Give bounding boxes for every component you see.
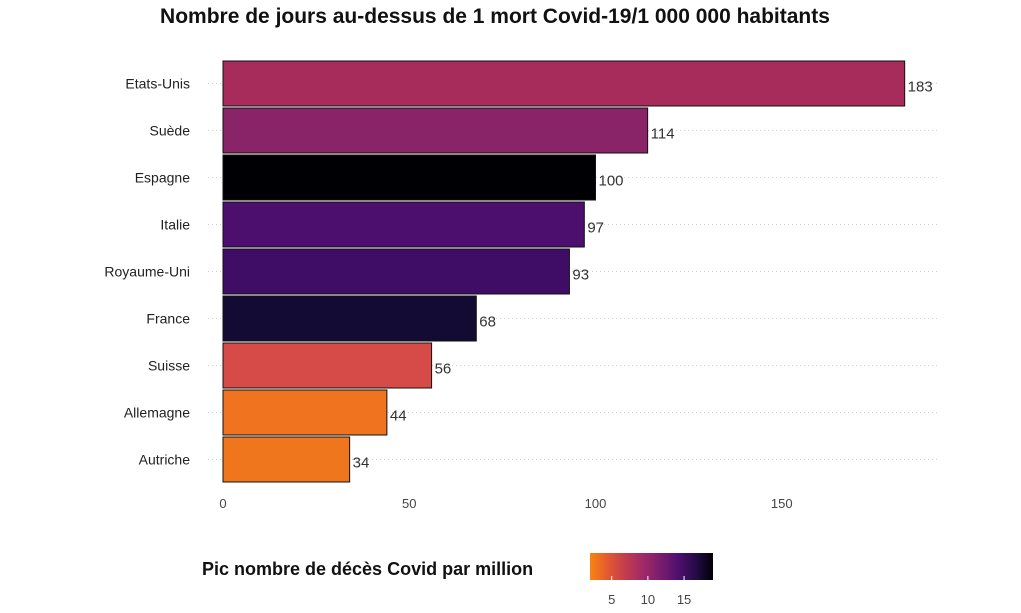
bar-allemagne — [222, 389, 388, 436]
legend-tick-label: 10 — [641, 592, 655, 607]
x-tick-label: 100 — [585, 496, 607, 511]
category-label: Suède — [150, 123, 191, 139]
value-label: 68 — [479, 314, 496, 331]
bar-etats-unis — [222, 60, 906, 107]
value-label: 100 — [599, 173, 624, 190]
legend-tick-label: 15 — [677, 592, 691, 607]
value-label: 183 — [908, 79, 933, 96]
category-label: Italie — [160, 217, 190, 233]
category-label: Royaume-Uni — [104, 264, 190, 280]
value-label: 97 — [587, 220, 604, 237]
value-label: 44 — [390, 408, 407, 425]
value-label: 93 — [572, 267, 589, 284]
bar-royaume-uni — [222, 248, 570, 295]
bar-espagne — [222, 154, 596, 201]
category-label: Etats-Unis — [125, 76, 190, 92]
x-tick-label: 0 — [219, 496, 226, 511]
category-label: Espagne — [135, 170, 190, 186]
bar-italie — [222, 201, 585, 248]
legend-tick-label: 5 — [608, 592, 615, 607]
bar-suisse — [222, 342, 433, 389]
x-axis-ticks: 0 50 100 150 — [219, 496, 792, 511]
bar-france — [222, 295, 477, 342]
bar-autriche — [222, 436, 351, 483]
category-label: Suisse — [148, 358, 190, 374]
value-label: 114 — [651, 126, 675, 143]
bars — [222, 60, 906, 483]
bar-suède — [222, 107, 649, 154]
legend-title: Pic nombre de décès Covid par million — [202, 559, 534, 579]
x-tick-label: 150 — [771, 496, 793, 511]
category-label: Autriche — [139, 452, 191, 468]
value-labels: 183 114 100 97 93 68 56 44 34 — [353, 79, 933, 472]
category-label: France — [146, 311, 190, 327]
category-label: Allemagne — [124, 405, 190, 421]
x-tick-label: 50 — [402, 496, 416, 511]
legend-colorbar — [590, 553, 713, 580]
value-label: 34 — [353, 455, 370, 472]
category-labels: Etats-Unis Suède Espagne Italie Royaume-Uni F… — [104, 76, 190, 468]
color-legend: 5 10 15 — [590, 553, 713, 607]
chart-title: Nombre de jours au-dessus de 1 mort Covi… — [160, 5, 830, 28]
value-label: 56 — [435, 361, 452, 378]
